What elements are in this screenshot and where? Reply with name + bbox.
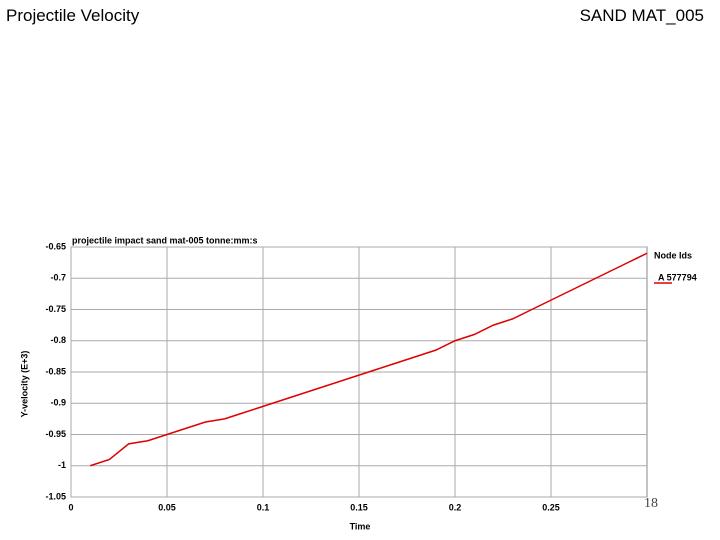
y-axis-label: Y-velocity (E+3) [19,351,29,418]
y-tick-label: -0.85 [45,366,66,376]
slide-subtitle: SAND MAT_005 [579,6,704,25]
x-tick-label: 0.15 [350,502,368,512]
slide-title: Projectile Velocity [6,6,140,25]
y-tick-label: -0.65 [45,241,66,251]
x-tick-label: 0.05 [158,502,176,512]
x-axis-label: Time [350,521,371,531]
y-tick-label: -0.8 [50,335,66,345]
legend-label: A 577794 [658,272,697,282]
x-tick-label: 0.1 [257,502,270,512]
y-tick-label: -0.75 [45,304,66,314]
y-tick-label: -1 [58,460,66,470]
x-tick-label: 0.25 [542,502,560,512]
y-tick-label: -0.9 [50,398,66,408]
y-tick-label: -0.95 [45,429,66,439]
x-tick-label: 0 [68,502,73,512]
legend-title: Node Ids [654,250,692,260]
x-tick-label: 0.2 [449,502,462,512]
y-tick-label: -0.7 [50,273,66,283]
chart-title: projectile impact sand mat-005 tonne:mm:… [72,235,258,245]
y-tick-label: -1.05 [45,491,66,501]
page-number: 18 [644,496,658,511]
data-line [89,252,648,467]
